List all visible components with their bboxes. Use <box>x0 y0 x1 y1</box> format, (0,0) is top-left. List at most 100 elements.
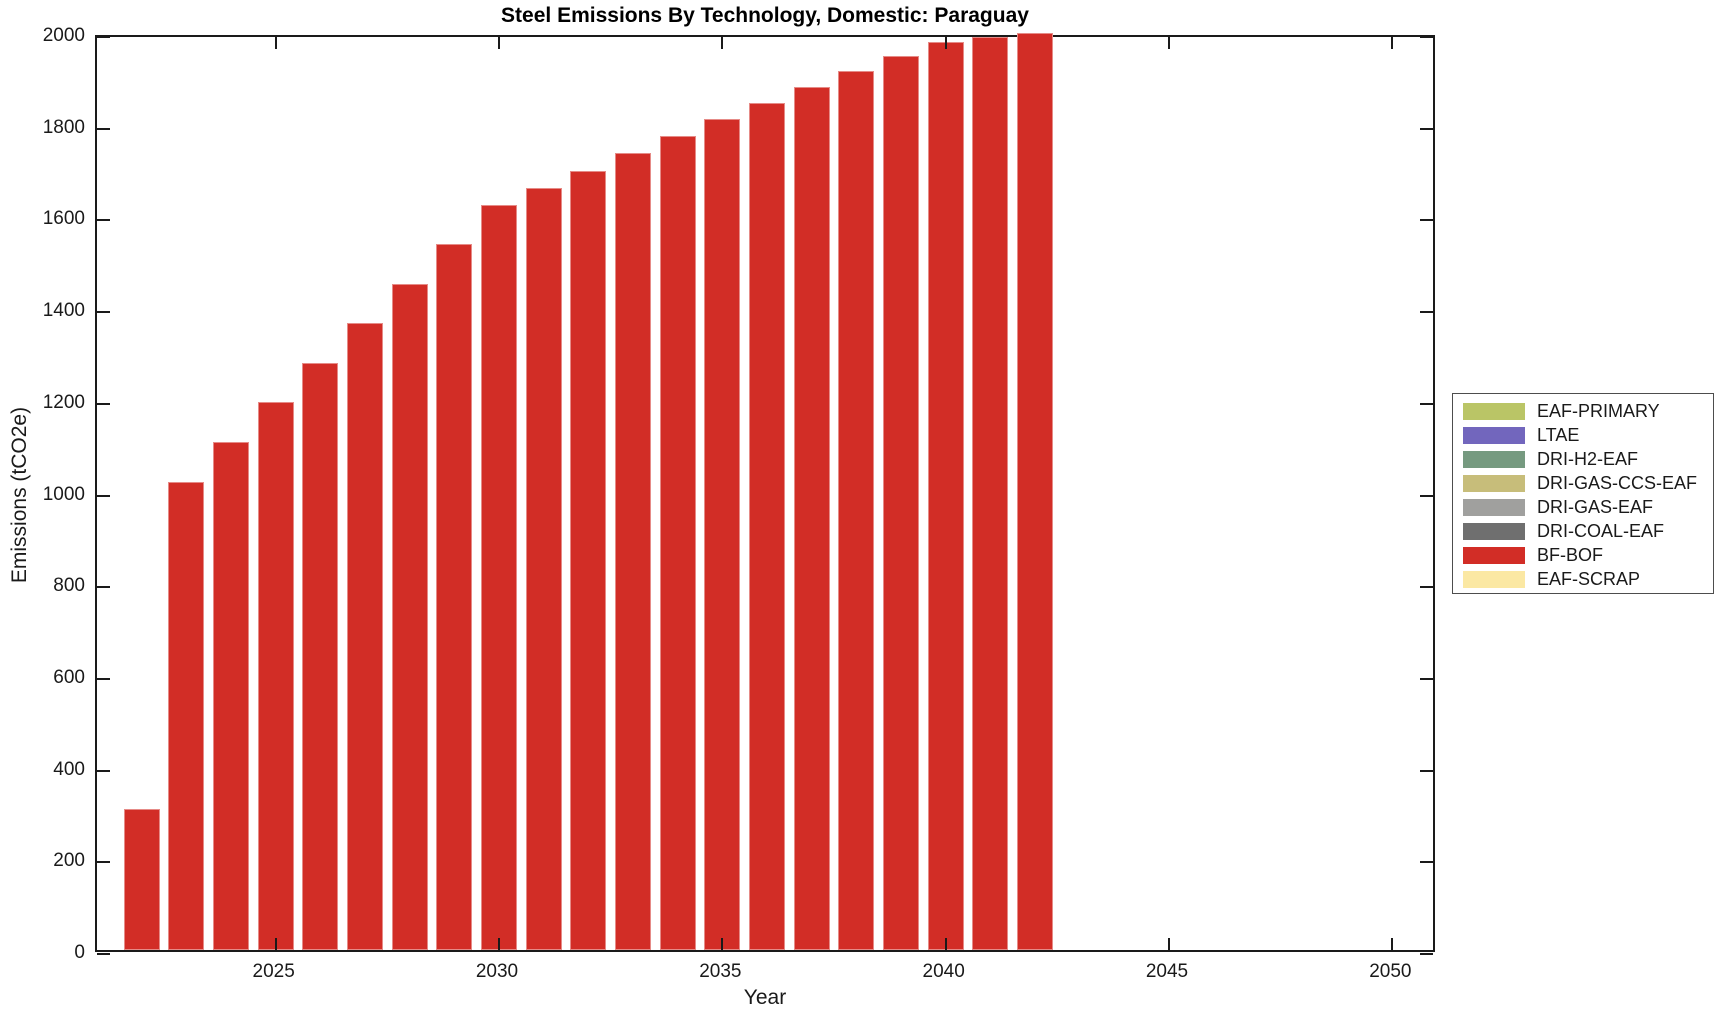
y-tick-left-400 <box>97 769 110 772</box>
legend-label-dri-gas-eaf: DRI-GAS-EAF <box>1537 497 1654 517</box>
bar-2039 <box>883 55 919 950</box>
y-tick-left-0 <box>97 953 110 955</box>
legend-label-dri-h2-eaf: DRI-H2-EAF <box>1537 449 1639 469</box>
legend-swatch-dri-h2-eaf <box>1463 450 1525 468</box>
y-tick-right-1600 <box>1420 219 1433 222</box>
bar-2030 <box>481 204 517 950</box>
x-tick-top-2035 <box>721 37 724 49</box>
y-tick-label-800: 800 <box>53 575 85 597</box>
x-axis-label: Year <box>743 986 787 1009</box>
y-tick-left-800 <box>97 586 110 589</box>
y-tick-right-1800 <box>1420 127 1433 130</box>
y-tick-right-1400 <box>1420 311 1433 314</box>
y-tick-right-0 <box>1420 953 1433 955</box>
y-tick-left-1600 <box>97 219 110 222</box>
x-tick-top-2030 <box>498 37 500 49</box>
bar-2025 <box>257 402 294 950</box>
y-tick-left-1800 <box>97 127 110 130</box>
x-tick-top-2040 <box>944 37 947 49</box>
y-tick-left-1000 <box>97 494 110 497</box>
bar-2041 <box>972 37 1009 950</box>
legend-box: EAF-PRIMARY LTAE DRI-H2-EAF DRI-GAS-CCS-EAF… <box>1452 393 1714 594</box>
legend-item-dri-gas-eaf: DRI-GAS-EAF <box>1453 495 1713 519</box>
x-tick-top-2045 <box>1168 37 1170 49</box>
y-tick-right-200 <box>1420 861 1433 864</box>
y-tick-left-200 <box>97 861 110 864</box>
x-tick-bottom-2035 <box>721 938 724 950</box>
y-tick-left-2000 <box>97 36 110 38</box>
y-tick-label-1600: 1600 <box>42 208 85 230</box>
x-tick-bottom-2025 <box>274 938 277 950</box>
y-tick-label-0: 0 <box>74 942 85 963</box>
legend-swatch-eaf-primary <box>1463 402 1525 420</box>
bar-2036 <box>749 102 785 950</box>
y-tick-label-1400: 1400 <box>42 300 85 322</box>
y-tick-label-1200: 1200 <box>42 391 85 413</box>
legend-item-dri-gas-ccs-eaf: DRI-GAS-CCS-EAF <box>1453 471 1713 495</box>
legend-item-dri-h2-eaf: DRI-H2-EAF <box>1453 447 1713 471</box>
chart-title: Steel Emissions By Technology, Domestic:… <box>501 4 1029 27</box>
plot-area <box>95 33 1435 955</box>
x-tick-bottom-2050 <box>1391 938 1394 950</box>
y-tick-label-1000: 1000 <box>42 483 85 505</box>
y-tick-label-2000: 2000 <box>42 25 85 46</box>
legend-label-bf-bof: BF-BOF <box>1537 545 1603 565</box>
bar-2027 <box>347 323 383 950</box>
x-tick-bottom-2030 <box>498 938 500 950</box>
y-tick-label-200: 200 <box>53 850 85 872</box>
x-tick-label-2050: 2050 <box>1369 961 1412 982</box>
bar-2026 <box>302 362 339 950</box>
y-tick-label-400: 400 <box>53 758 85 780</box>
bar-2033 <box>615 153 651 950</box>
bar-2031 <box>525 187 562 950</box>
y-tick-right-1000 <box>1420 494 1433 497</box>
legend-label-eaf-scrap: EAF-SCRAP <box>1537 569 1641 589</box>
bar-2040 <box>927 41 964 950</box>
y-tick-left-600 <box>97 677 110 680</box>
legend-swatch-bf-bof <box>1463 546 1525 564</box>
legend-swatch-dri-gas-ccs-eaf <box>1463 474 1525 492</box>
legend-label-eaf-primary: EAF-PRIMARY <box>1537 401 1660 421</box>
x-tick-label-2025: 2025 <box>252 961 295 982</box>
y-tick-right-800 <box>1420 586 1433 589</box>
bar-2035 <box>704 118 741 950</box>
y-tick-label-600: 600 <box>53 666 85 688</box>
y-tick-right-600 <box>1420 677 1433 680</box>
bar-2042 <box>1017 33 1053 950</box>
y-axis-label: Emissions (tCO2e) <box>8 406 31 584</box>
x-tick-bottom-2040 <box>944 938 947 950</box>
legend-label-dri-gas-ccs-eaf: DRI-GAS-CCS-EAF <box>1537 473 1698 493</box>
bar-2029 <box>436 243 473 950</box>
bar-2032 <box>570 170 607 950</box>
legend-label-ltae: LTAE <box>1537 425 1580 445</box>
legend-item-ltae: LTAE <box>1453 423 1713 447</box>
y-tick-right-400 <box>1420 769 1433 772</box>
y-tick-left-1200 <box>97 402 110 405</box>
legend-swatch-dri-gas-eaf <box>1463 498 1525 516</box>
x-tick-top-2025 <box>274 37 277 49</box>
y-tick-label-1800: 1800 <box>42 116 85 138</box>
bar-2028 <box>391 283 428 950</box>
legend-swatch-dri-coal-eaf <box>1463 522 1525 540</box>
x-tick-label-2035: 2035 <box>699 961 742 982</box>
legend-swatch-eaf-scrap <box>1463 570 1525 588</box>
legend-item-eaf-primary: EAF-PRIMARY <box>1453 399 1713 423</box>
legend-item-dri-coal-eaf: DRI-COAL-EAF <box>1453 519 1713 543</box>
y-tick-right-2000 <box>1420 36 1433 38</box>
bar-2024 <box>213 441 249 950</box>
x-tick-bottom-2045 <box>1168 938 1170 950</box>
x-tick-label-2045: 2045 <box>1145 961 1189 982</box>
y-tick-right-1200 <box>1420 402 1433 405</box>
bar-2034 <box>659 136 696 950</box>
bar-2037 <box>793 86 830 950</box>
bar-2038 <box>838 71 875 950</box>
x-tick-top-2050 <box>1391 37 1394 49</box>
legend-label-dri-coal-eaf: DRI-COAL-EAF <box>1537 521 1665 541</box>
y-tick-left-1400 <box>97 311 110 314</box>
legend-item-eaf-scrap: EAF-SCRAP <box>1453 567 1713 591</box>
bar-2023 <box>168 482 205 950</box>
x-tick-label-2030: 2030 <box>475 961 519 982</box>
legend-item-bf-bof: BF-BOF <box>1453 543 1713 567</box>
x-tick-label-2040: 2040 <box>922 961 965 982</box>
